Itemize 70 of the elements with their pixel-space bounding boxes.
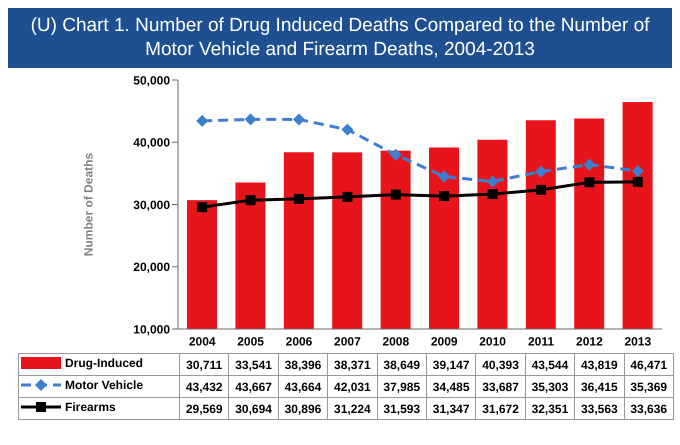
legend-label: Firearms	[64, 400, 116, 414]
x-tick-label: 2010	[479, 334, 506, 349]
chart-title: (U) Chart 1. Number of Drug Induced Deaths Compared to the Number of Motor Vehicle and Firearm Deaths, 2004-2013	[8, 8, 672, 68]
x-tick-label: 2005	[237, 334, 264, 349]
x-tick-label: 2007	[334, 334, 362, 349]
data-label: 43,432	[180, 376, 229, 398]
data-label: 38,371	[328, 354, 378, 376]
point	[584, 177, 594, 188]
point	[197, 202, 208, 212]
y-tick-label: 10,000	[133, 322, 170, 336]
point	[632, 165, 644, 178]
y-tick-label: 40,000	[133, 136, 170, 150]
data-label: 38,649	[377, 354, 426, 376]
point	[632, 176, 643, 187]
point	[294, 194, 304, 204]
y-tick-label: 30,000	[133, 198, 170, 212]
x-tick-label: 2013	[624, 334, 652, 349]
y-axis-title: Number of Deaths	[81, 152, 96, 256]
data-label: 43,667	[228, 376, 278, 398]
data-label: 29,569	[180, 398, 229, 420]
legend-label: Motor Vehicle	[64, 378, 144, 392]
data-label: 31,347	[426, 398, 476, 420]
point	[536, 184, 546, 195]
data-label: 43,819	[574, 354, 624, 376]
data-label: 35,369	[624, 376, 674, 398]
x-tick-label: 2009	[430, 334, 458, 349]
point	[246, 195, 256, 206]
data-label: 31,672	[476, 398, 526, 420]
data-label: 36,415	[574, 376, 624, 398]
data-label: 34,485	[426, 376, 476, 398]
point	[439, 191, 450, 202]
point	[342, 192, 352, 202]
point	[293, 113, 305, 126]
data-label: 30,896	[278, 398, 328, 420]
data-label: 40,393	[476, 354, 526, 376]
y-tick-label: 20,000	[133, 260, 170, 274]
y-tick-label: 50,000	[133, 73, 170, 88]
data-label: 46,471	[624, 354, 674, 376]
point	[488, 189, 498, 200]
point	[341, 124, 354, 136]
data-label: 42,031	[328, 376, 378, 398]
data-label: 30,711	[180, 354, 229, 376]
x-tick-label: 2006	[286, 334, 313, 349]
data-label: 39,147	[426, 354, 476, 376]
x-tick-label: 2004	[188, 334, 216, 349]
data-label: 43,544	[525, 354, 575, 376]
point	[583, 158, 596, 171]
data-label: 31,224	[328, 398, 378, 420]
data-label: 32,351	[525, 398, 575, 420]
data-label: 43,664	[278, 376, 328, 398]
point	[390, 190, 401, 200]
data-label: 33,541	[228, 354, 278, 376]
data-label: 33,636	[624, 398, 674, 420]
data-label: 33,563	[574, 398, 624, 420]
data-label: 33,687	[476, 376, 526, 398]
data-label: 31,593	[377, 398, 426, 420]
legend-label: Drug-Induced	[64, 356, 143, 370]
data-label: 37,985	[377, 376, 426, 398]
data-label: 38,396	[278, 354, 328, 376]
point	[486, 176, 499, 188]
data-label: 30,694	[228, 398, 278, 420]
x-tick-label: 2012	[576, 334, 604, 349]
data-label: 35,303	[525, 376, 575, 398]
point	[438, 170, 450, 183]
x-tick-label: 2008	[382, 334, 410, 349]
point	[196, 114, 208, 127]
point	[390, 148, 402, 161]
x-tick-label: 2011	[528, 334, 554, 349]
point	[535, 165, 547, 178]
point	[244, 113, 257, 126]
